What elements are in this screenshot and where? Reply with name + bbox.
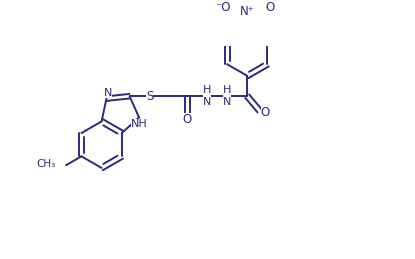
Text: H
N: H N <box>203 85 211 107</box>
Text: N⁺: N⁺ <box>240 5 255 18</box>
Text: S: S <box>146 90 153 103</box>
Text: NH: NH <box>131 119 147 129</box>
Text: ⁻O: ⁻O <box>215 1 231 14</box>
Text: O: O <box>183 113 192 126</box>
Text: H
N: H N <box>223 85 232 107</box>
Text: N: N <box>104 88 112 98</box>
Text: CH₃: CH₃ <box>37 159 56 169</box>
Text: O: O <box>265 2 274 15</box>
Text: O: O <box>261 106 270 119</box>
